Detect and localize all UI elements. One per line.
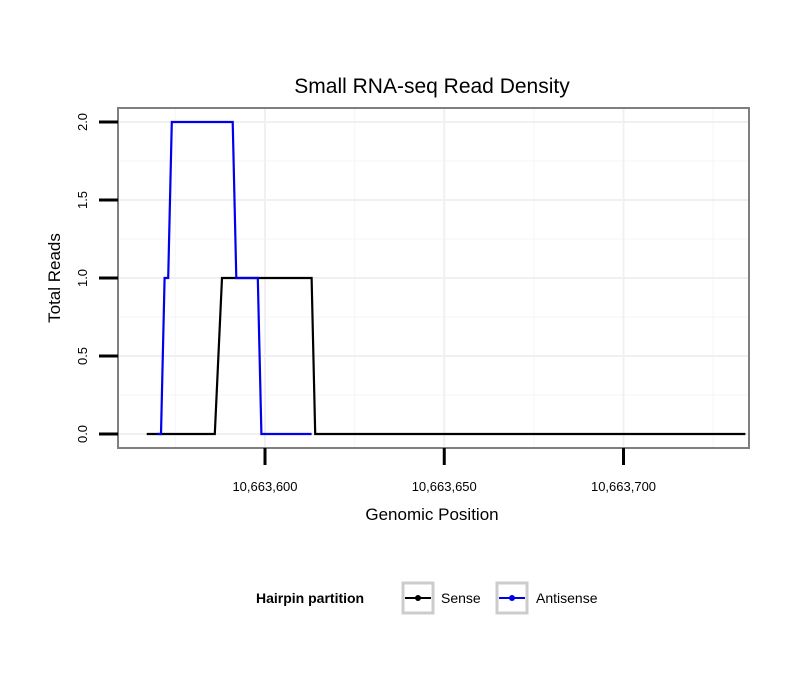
x-axis-ticks: 10,663,600 10,663,650 10,663,700 — [232, 448, 656, 494]
series-line-sense — [146, 276, 746, 436]
legend-key-antisense — [495, 581, 529, 615]
y-tick-label: 0.5 — [75, 347, 90, 365]
y-tick-label: 2.0 — [75, 113, 90, 131]
legend-title: Hairpin partition — [256, 590, 364, 606]
legend: Hairpin partition Sense Antisense — [256, 581, 598, 615]
x-axis-title: Genomic Position — [365, 505, 498, 524]
legend-key-sense — [401, 581, 435, 615]
series-lines — [146, 120, 746, 436]
legend-label-sense: Sense — [441, 590, 481, 606]
y-tick-label: 1.5 — [75, 191, 90, 209]
y-tick-label: 0.0 — [75, 425, 90, 443]
legend-point-antisense — [509, 595, 515, 601]
chart-title: Small RNA-seq Read Density — [294, 75, 570, 98]
x-tick-label: 10,663,600 — [232, 479, 297, 494]
y-tick-label: 1.0 — [75, 269, 90, 287]
legend-label-antisense: Antisense — [536, 590, 598, 606]
x-tick-label: 10,663,700 — [591, 479, 656, 494]
legend-point-sense — [415, 595, 421, 601]
series-line-antisense — [157, 120, 312, 436]
y-axis-title: Total Reads — [45, 233, 64, 323]
y-axis-ticks: 0.0 0.5 1.0 1.5 2.0 — [75, 113, 118, 443]
x-tick-label: 10,663,650 — [412, 479, 477, 494]
